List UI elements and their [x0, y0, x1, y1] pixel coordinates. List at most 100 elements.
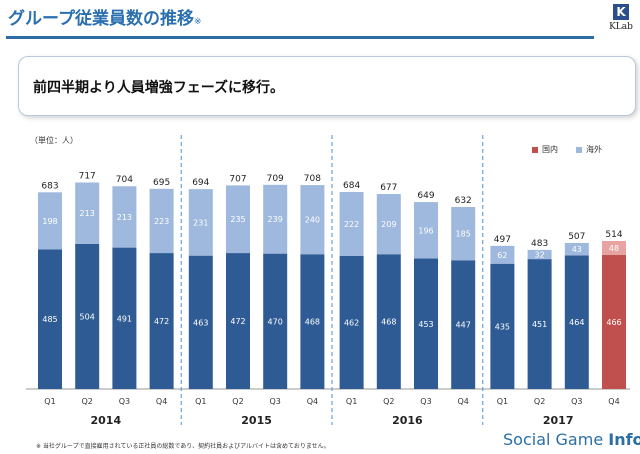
x-tick-label: Q2: [383, 397, 394, 406]
data-label-overseas: 48: [609, 244, 619, 253]
bar-overseas: [527, 249, 552, 260]
x-tick-label: Q3: [420, 397, 431, 406]
bar-domestic: [149, 253, 174, 389]
data-label-total: 483: [531, 239, 548, 249]
data-label-overseas: 223: [154, 217, 169, 226]
year-label: 2016: [392, 414, 423, 427]
brand-watermark: Social Game Info: [503, 430, 640, 449]
x-tick-label: Q1: [497, 397, 508, 406]
bar-domestic: [602, 254, 626, 389]
data-label-domestic: 470: [268, 317, 283, 326]
data-label-domestic: 504: [80, 312, 95, 321]
data-label-total: 632: [455, 196, 472, 206]
unit-label: （単位：人）: [30, 136, 78, 145]
bar-overseas: [300, 185, 325, 255]
x-tick-label: Q4: [307, 397, 318, 406]
footnote: ※ 当社グループで直接雇用されている正社員の総数であり、契約社員およびアルバイト…: [36, 443, 330, 450]
bar-domestic: [527, 259, 552, 389]
bar-overseas: [188, 189, 213, 256]
page-title: グループ従業員数の推移※: [8, 9, 202, 29]
data-label-total: 717: [79, 172, 96, 182]
data-label-domestic: 453: [418, 320, 433, 329]
bar-overseas: [602, 240, 626, 255]
data-label-domestic: 447: [456, 321, 471, 330]
legend-label-overseas: 海外: [586, 145, 602, 154]
title-rule: [6, 36, 594, 39]
bar-domestic: [38, 249, 62, 389]
x-tick-label: Q1: [346, 397, 357, 406]
data-label-domestic: 491: [117, 314, 132, 323]
bar-overseas: [414, 202, 438, 259]
data-label-overseas: 239: [268, 215, 283, 224]
year-label: 2014: [90, 414, 121, 427]
data-label-overseas: 231: [193, 218, 208, 227]
bar-domestic: [188, 255, 213, 389]
data-label-domestic: 435: [495, 322, 510, 331]
x-tick-label: Q2: [82, 397, 93, 406]
data-label-domestic: 462: [344, 318, 359, 327]
data-label-total: 497: [494, 235, 511, 245]
x-tick-label: Q2: [232, 397, 243, 406]
summary-text: 前四半期より人員増強フェーズに移行。: [33, 80, 285, 96]
bar-overseas: [38, 192, 62, 250]
data-label-domestic: 485: [42, 315, 57, 324]
bar-domestic: [112, 247, 137, 389]
data-label-overseas: 196: [418, 226, 433, 235]
x-tick-label: Q3: [119, 397, 130, 406]
data-label-total: 708: [304, 174, 321, 184]
data-label-total: 507: [568, 232, 585, 242]
data-label-total: 709: [267, 174, 284, 184]
data-label-overseas: 213: [117, 213, 132, 222]
data-label-domestic: 472: [154, 317, 169, 326]
bar-overseas: [263, 184, 288, 254]
bar-overseas: [339, 192, 364, 256]
data-label-total: 683: [41, 181, 58, 191]
data-label-domestic: 451: [532, 320, 547, 329]
data-label-total: 707: [229, 174, 246, 184]
data-label-overseas: 213: [80, 209, 95, 218]
data-label-overseas: 240: [305, 216, 320, 225]
bar-domestic: [75, 243, 100, 389]
data-label-domestic: 463: [193, 318, 208, 327]
data-label-total: 694: [192, 178, 209, 188]
year-label: 2015: [241, 414, 272, 427]
bar-overseas: [451, 206, 476, 261]
data-label-domestic: 464: [569, 318, 584, 327]
data-label-domestic: 468: [305, 318, 320, 327]
title-note: ※: [193, 17, 202, 27]
klab-logo-mark-icon: K: [613, 4, 629, 20]
legend-swatch-domestic: [532, 146, 538, 153]
x-tick-label: Q2: [534, 397, 545, 406]
data-label-total: 684: [343, 181, 360, 191]
x-tick-label: Q4: [156, 397, 167, 406]
data-label-domestic: 466: [606, 318, 621, 327]
bar-domestic: [339, 255, 364, 389]
brand-left: Social Game: [503, 430, 609, 449]
x-tick-label: Q1: [195, 397, 206, 406]
klab-logo: K KLab: [604, 2, 638, 38]
data-label-domestic: 472: [230, 317, 245, 326]
summary-box: 前四半期より人員増強フェーズに移行。: [18, 56, 636, 116]
x-tick-label: Q3: [270, 397, 281, 406]
data-label-total: 704: [116, 175, 133, 185]
year-label: 2017: [543, 414, 574, 427]
bar-domestic: [300, 254, 325, 389]
data-label-domestic: 468: [381, 318, 396, 327]
bar-domestic: [451, 260, 476, 389]
legend-label-domestic: 国内: [542, 145, 558, 154]
x-tick-label: Q4: [458, 397, 469, 406]
brand-right: Info: [608, 430, 640, 449]
data-label-total: 649: [417, 191, 434, 201]
bar-overseas: [490, 245, 515, 264]
data-label-overseas: 62: [497, 251, 507, 260]
bar-overseas: [376, 194, 401, 255]
legend-swatch-overseas: [576, 146, 582, 153]
data-label-overseas: 222: [344, 220, 359, 229]
data-label-total: 695: [153, 178, 170, 188]
data-label-overseas: 235: [230, 215, 245, 224]
x-tick-label: Q4: [608, 397, 619, 406]
klab-logo-text: KLab: [609, 22, 633, 32]
chart-legend: 国内 海外: [532, 144, 602, 155]
bar-overseas: [112, 186, 137, 248]
